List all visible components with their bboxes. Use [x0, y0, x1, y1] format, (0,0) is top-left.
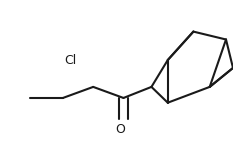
- Text: O: O: [115, 123, 125, 136]
- Text: Cl: Cl: [64, 54, 76, 67]
